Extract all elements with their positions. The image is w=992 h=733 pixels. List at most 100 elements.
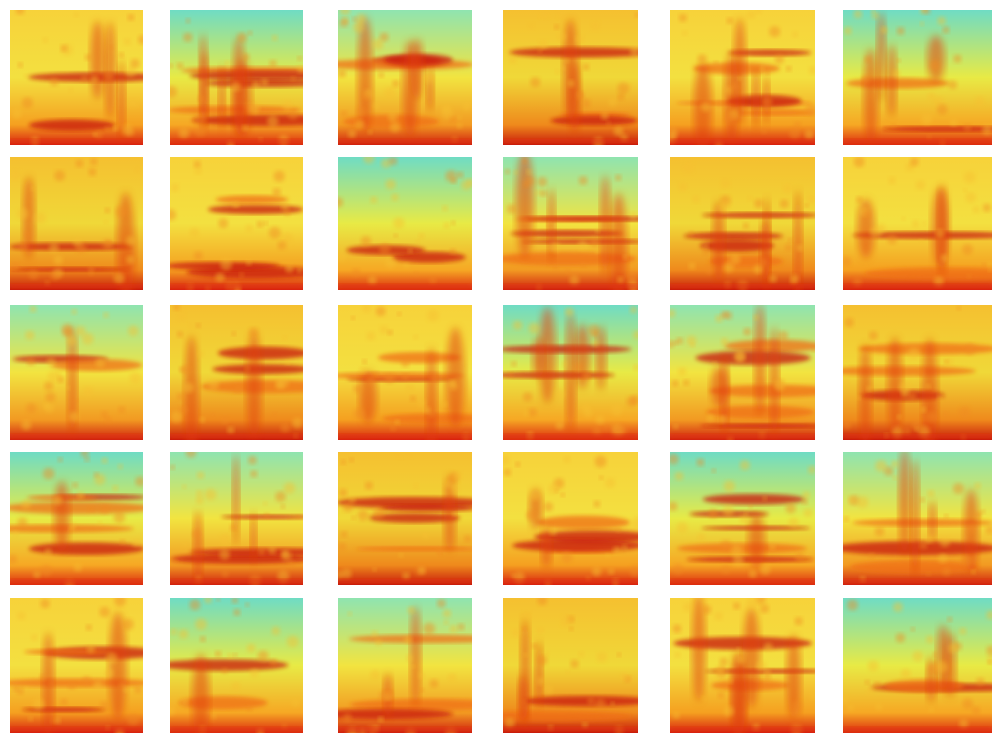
texture-speck [118, 464, 123, 469]
texture-speck [721, 565, 730, 574]
texture-speck [783, 184, 792, 193]
energy-burst [760, 219, 770, 284]
texture-speck [84, 387, 94, 397]
texture-speck [938, 554, 947, 563]
texture-speck [54, 255, 63, 264]
texture-speck [925, 536, 932, 543]
texture-speck [537, 655, 547, 665]
texture-speck [215, 651, 221, 657]
texture-speck [130, 372, 142, 384]
texture-speck [418, 672, 424, 678]
texture-speck [848, 496, 855, 503]
texture-speck [231, 682, 240, 691]
texture-speck [118, 406, 125, 413]
texture-speck [577, 91, 583, 97]
texture-speck [973, 206, 980, 213]
texture-speck [220, 259, 232, 271]
texture-speck [194, 167, 201, 174]
texture-speck [18, 241, 28, 251]
texture-speck [672, 380, 679, 387]
texture-speck [353, 384, 362, 393]
texture-speck [721, 311, 728, 318]
texture-speck [130, 59, 140, 69]
texture-speck [72, 482, 78, 488]
texture-speck [730, 254, 741, 265]
texture-speck [557, 8, 568, 19]
texture-speck [49, 243, 59, 253]
texture-speck [780, 199, 789, 208]
texture-speck [280, 423, 290, 433]
texture-speck [635, 13, 640, 18]
texture-speck [188, 323, 193, 328]
texture-speck [282, 101, 292, 111]
texture-speck [384, 87, 396, 99]
texture-speck [272, 188, 281, 197]
texture-speck [982, 263, 986, 267]
spectrogram-tile [10, 6, 165, 145]
texture-speck [360, 367, 367, 374]
texture-speck [249, 103, 260, 114]
texture-speck [630, 47, 640, 57]
texture-speck [911, 627, 915, 631]
texture-speck [244, 366, 250, 372]
texture-speck [401, 359, 409, 367]
texture-speck [721, 179, 731, 189]
texture-speck [115, 206, 127, 218]
texture-speck [847, 599, 858, 610]
texture-speck [718, 201, 729, 212]
texture-speck [271, 626, 280, 635]
texture-speck [246, 705, 252, 711]
texture-speck [567, 80, 574, 87]
texture-speck [760, 564, 770, 574]
texture-speck [871, 94, 876, 99]
texture-speck [778, 331, 788, 341]
texture-speck [127, 14, 134, 21]
texture-speck [182, 485, 186, 489]
low-band [503, 139, 638, 143]
texture-speck [553, 265, 559, 271]
texture-speck [418, 233, 424, 239]
texture-speck [842, 420, 851, 429]
texture-speck [844, 318, 853, 327]
energy-burst [411, 39, 424, 100]
texture-speck [249, 328, 259, 338]
texture-speck [245, 603, 249, 607]
energy-burst [516, 150, 534, 257]
texture-speck [632, 516, 644, 528]
texture-speck [538, 48, 543, 53]
texture-speck [63, 327, 73, 337]
texture-speck [10, 169, 21, 180]
spectrogram-tile [824, 305, 992, 454]
texture-speck [44, 381, 53, 390]
texture-speck [122, 619, 134, 631]
texture-speck [972, 706, 980, 714]
texture-speck [808, 466, 816, 474]
texture-speck [81, 449, 89, 457]
energy-burst [937, 625, 950, 691]
texture-speck [444, 620, 449, 625]
texture-speck [597, 652, 608, 663]
texture-speck [418, 567, 425, 574]
texture-speck [770, 544, 776, 550]
texture-speck [725, 113, 736, 124]
texture-speck [617, 82, 629, 94]
texture-speck [457, 123, 463, 129]
texture-speck [413, 335, 418, 340]
energy-burst [600, 175, 610, 276]
texture-speck [252, 81, 260, 89]
texture-speck [616, 528, 621, 533]
texture-speck [606, 121, 611, 126]
low-band [670, 139, 815, 143]
texture-speck [509, 56, 516, 63]
texture-speck [352, 17, 357, 22]
texture-speck [582, 404, 591, 413]
texture-speck [561, 551, 572, 562]
texture-speck [812, 346, 817, 351]
texture-speck [443, 402, 448, 407]
texture-speck [875, 527, 885, 537]
texture-speck [675, 652, 681, 658]
texture-speck [926, 411, 937, 422]
texture-speck [275, 491, 286, 502]
texture-speck [920, 22, 924, 26]
texture-speck [375, 639, 382, 646]
